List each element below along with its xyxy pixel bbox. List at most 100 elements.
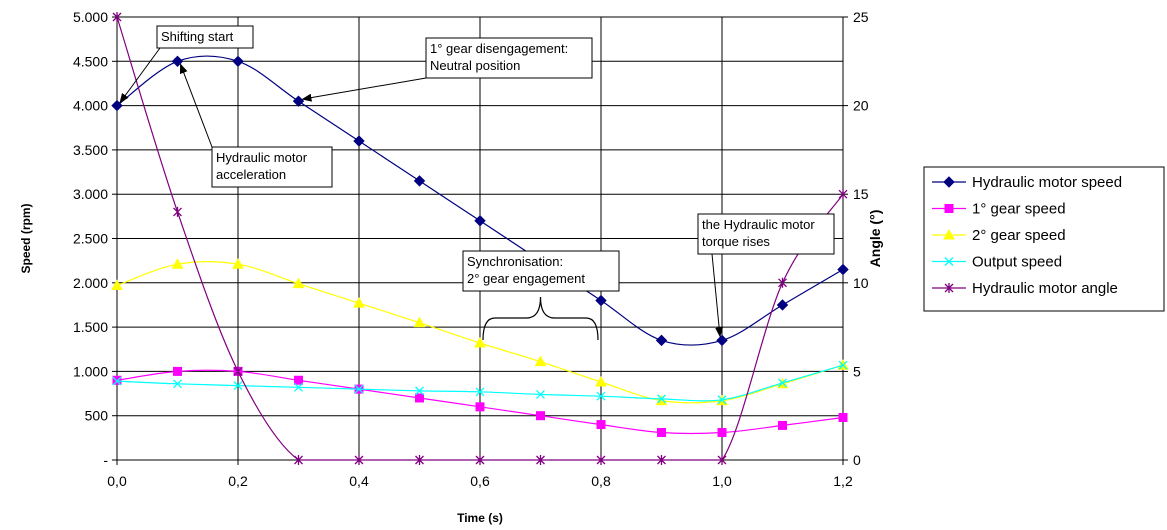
data-point xyxy=(717,395,727,405)
legend-swatch-marker xyxy=(944,257,954,266)
annotation-box xyxy=(156,25,254,49)
data-point xyxy=(294,382,303,392)
legend-label: 2° gear speed xyxy=(972,227,1066,244)
data-point xyxy=(415,386,424,396)
x-tick-label: 0,4 xyxy=(349,473,369,489)
legend-swatch-marker xyxy=(944,283,954,293)
data-point xyxy=(595,294,607,307)
data-point xyxy=(838,412,848,422)
data-point xyxy=(173,206,182,217)
data-point xyxy=(474,337,486,348)
legend-label: 1° gear speed xyxy=(972,201,1066,218)
series-0 xyxy=(111,55,849,347)
data-point xyxy=(354,384,364,394)
annotation-box xyxy=(697,213,835,255)
data-point xyxy=(354,455,364,465)
x-tick-label: 0,0 xyxy=(107,473,127,489)
data-point xyxy=(716,334,728,347)
data-point xyxy=(111,279,123,290)
y2-tick-label: 15 xyxy=(853,186,869,202)
annotation-text: Synchronisation: xyxy=(467,254,563,269)
y-tick-label: - xyxy=(103,452,108,468)
data-point xyxy=(112,12,122,22)
annotations: Shifting start Hydraulic motor acceleratio… xyxy=(119,25,835,341)
data-point xyxy=(233,381,243,391)
data-point xyxy=(776,299,789,311)
annotation-arrow xyxy=(301,77,427,102)
annotation-arrow xyxy=(119,47,161,104)
legend-item-4: Hydraulic motor angle xyxy=(932,280,1118,297)
legend: Hydraulic motor speed 1° gear speed 2° gea… xyxy=(923,166,1165,312)
annotation-shifting: Shifting start xyxy=(119,25,254,104)
data-point xyxy=(778,277,787,288)
data-point xyxy=(838,189,848,200)
annotation-text: 1° gear disengagement: xyxy=(430,41,568,56)
legend-box xyxy=(923,166,1165,312)
y-tick-label: 3.000 xyxy=(73,186,108,202)
legend-label: Output speed xyxy=(972,254,1062,271)
data-point xyxy=(536,411,545,421)
annotation-text: 2° gear engagement xyxy=(467,271,585,286)
annotation-text: Hydraulic motor xyxy=(216,150,308,165)
data-point xyxy=(536,389,545,399)
data-point xyxy=(778,378,787,388)
y2-tick-label: 20 xyxy=(853,98,869,114)
data-point xyxy=(353,297,365,308)
legend-swatch-marker xyxy=(944,204,954,213)
data-point xyxy=(717,428,727,438)
y2-tick-label: 5 xyxy=(853,363,861,379)
data-point xyxy=(233,366,243,377)
legend-swatch-marker xyxy=(943,176,955,188)
data-point xyxy=(596,420,606,430)
data-point xyxy=(475,402,485,412)
data-point xyxy=(595,376,607,387)
legend-swatch-marker xyxy=(943,228,955,240)
data-point xyxy=(837,263,849,276)
annotation-arrow xyxy=(179,63,213,148)
legend-label: Hydraulic motor speed xyxy=(972,174,1122,191)
data-point xyxy=(294,455,303,465)
y2-tick-label: 10 xyxy=(853,275,869,291)
axes: - 500 1.000 1.500 2.000 2.500 3.000 3.500 4.000 4… xyxy=(19,9,883,525)
data-point xyxy=(536,455,545,465)
y-axis-title: Speed (rpm) xyxy=(19,203,33,273)
data-point xyxy=(112,376,122,386)
data-point xyxy=(474,215,486,227)
legend-item-1: 1° gear speed xyxy=(932,201,1066,218)
data-point xyxy=(413,175,426,187)
y-tick-label: 500 xyxy=(85,408,109,424)
data-point xyxy=(596,455,606,465)
y2-tick-label: 0 xyxy=(853,452,861,468)
series-4 xyxy=(112,12,848,465)
y-tick-label: 4.500 xyxy=(73,53,108,69)
data-point xyxy=(413,316,426,328)
data-point xyxy=(475,455,485,465)
data-point xyxy=(475,387,485,397)
data-point xyxy=(717,455,727,465)
series-layer xyxy=(111,12,849,465)
annotation-arrow xyxy=(711,253,724,338)
annotation-hydacc: Hydraulic motor acceleration xyxy=(179,63,333,188)
data-point xyxy=(294,375,303,385)
data-point xyxy=(171,258,184,269)
y-tick-label: 2.500 xyxy=(73,231,108,247)
data-point xyxy=(657,394,666,404)
annotation-torque: the Hydraulic motor torque rises xyxy=(697,213,835,338)
y2-axis-title: Angle (°) xyxy=(867,210,883,268)
y-tick-label: 4.000 xyxy=(73,98,108,114)
data-point xyxy=(655,394,668,406)
data-point xyxy=(415,455,424,465)
data-point xyxy=(596,391,606,401)
legend-item-0: Hydraulic motor speed xyxy=(932,174,1122,191)
y2-tick-label: 25 xyxy=(853,9,869,25)
data-point xyxy=(657,455,666,465)
data-point xyxy=(534,355,547,367)
annotation-text: acceleration xyxy=(216,167,286,182)
sync-brace xyxy=(482,296,599,341)
legend-item-2: 2° gear speed xyxy=(932,227,1066,244)
y-tick-label: 1.000 xyxy=(73,363,108,379)
data-point xyxy=(292,277,305,289)
annotation-sync: Synchronisation: 2° gear engagement xyxy=(462,250,620,292)
data-point xyxy=(838,360,848,370)
